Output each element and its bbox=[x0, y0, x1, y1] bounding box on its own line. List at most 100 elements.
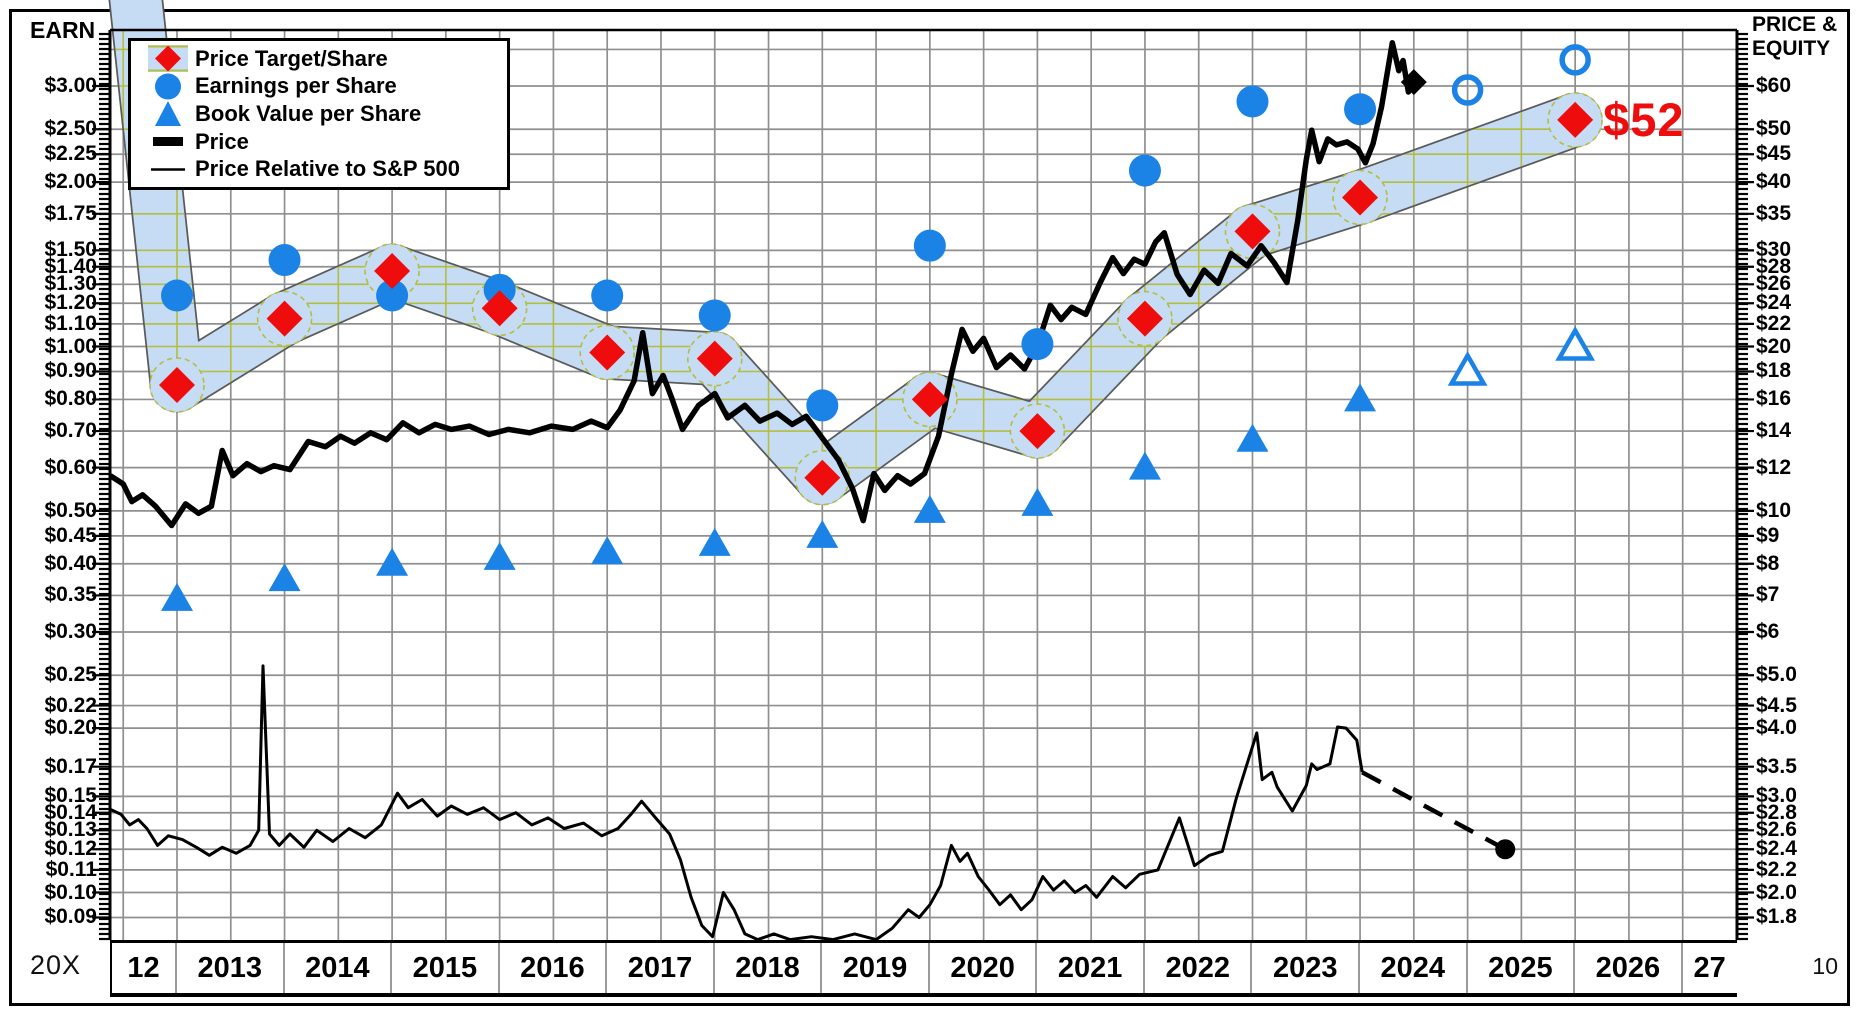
right-axis-title-line1: PRICE & bbox=[1752, 13, 1838, 36]
x-axis-year-strip: 12 2013 2014 2015 2016 2017 2018 2019 2020 2021 20… bbox=[110, 940, 1737, 997]
left-axis-tick-label: $0.17 bbox=[44, 754, 97, 778]
legend-item-label: Price Target/Share bbox=[195, 45, 388, 71]
right-axis-tick-label: $20 bbox=[1756, 334, 1792, 358]
right-axis-tick-label: $30 bbox=[1756, 238, 1792, 262]
left-axis-tick-label: $1.40 bbox=[44, 254, 97, 278]
left-axis-tick-label: $0.70 bbox=[44, 419, 97, 443]
right-axis-tick-label: $14 bbox=[1756, 419, 1792, 443]
right-axis-tick-label: $3.5 bbox=[1756, 754, 1797, 778]
thick-line-icon bbox=[145, 128, 191, 155]
right-axis-tick-label: $2.0 bbox=[1756, 880, 1797, 904]
right-axis-tick-label: $26 bbox=[1756, 272, 1792, 296]
year-cell-2025: 2025 bbox=[1468, 943, 1576, 993]
pe-multiplier-note: 20X bbox=[30, 950, 82, 980]
right-axis-tick-label: $50 bbox=[1756, 117, 1792, 141]
legend-item-label: Earnings per Share bbox=[195, 73, 397, 99]
legend-item-diamond: Price Target/Share bbox=[145, 45, 507, 73]
diamond-icon bbox=[145, 45, 191, 73]
right-axis-tick-label: $8 bbox=[1756, 551, 1780, 575]
left-axis-tick-label: $0.80 bbox=[44, 387, 97, 411]
page-number: 10 bbox=[1812, 953, 1838, 979]
right-axis-tick-label: $2.8 bbox=[1756, 800, 1797, 824]
left-axis-tick-label: $1.50 bbox=[44, 238, 97, 262]
left-axis-tick-label: $0.10 bbox=[44, 880, 97, 904]
left-axis-tick-label: $0.40 bbox=[44, 551, 97, 575]
left-axis-tick-label: $0.12 bbox=[44, 837, 97, 861]
year-cell-2017: 2017 bbox=[607, 943, 715, 993]
legend: Price Target/Share Earnings per Share Bo… bbox=[128, 38, 510, 190]
right-axis-tick-label: $12 bbox=[1756, 455, 1792, 479]
year-cell-2020: 2020 bbox=[930, 943, 1038, 993]
left-axis-tick-label: $0.60 bbox=[44, 455, 97, 479]
left-axis-tick-label: $0.50 bbox=[44, 498, 97, 522]
year-cell-2014: 2014 bbox=[285, 943, 393, 993]
right-axis-tick-label: $22 bbox=[1756, 311, 1792, 335]
left-axis-tick-label: $1.20 bbox=[44, 291, 97, 315]
legend-item-thin-line: Price Relative to S&P 500 bbox=[145, 156, 507, 183]
right-axis-tick-label: $9 bbox=[1756, 523, 1780, 547]
year-cell-2018: 2018 bbox=[715, 943, 823, 993]
right-axis-tick-label: $40 bbox=[1756, 170, 1792, 194]
left-axis-tick-label: $0.09 bbox=[44, 905, 97, 929]
left-axis-tick-label: $0.45 bbox=[44, 523, 97, 547]
year-cell-2026: 2026 bbox=[1575, 943, 1683, 993]
left-axis-tick-label: $2.25 bbox=[44, 142, 97, 166]
left-axis-tick-label: $1.10 bbox=[44, 311, 97, 335]
right-axis-tick-label: $10 bbox=[1756, 498, 1792, 522]
price-relative-end-dot bbox=[1495, 839, 1516, 860]
left-axis-tick-label: $0.25 bbox=[44, 663, 97, 687]
axis-tick-marks bbox=[92, 32, 1754, 941]
circle-icon bbox=[145, 73, 191, 100]
left-axis-tick-label: $0.30 bbox=[44, 620, 97, 643]
left-axis-tick-label: $0.11 bbox=[45, 857, 97, 881]
legend-item-circle: Earnings per Share bbox=[145, 73, 507, 100]
legend-item-label: Price bbox=[195, 128, 249, 154]
left-axis-tick-label: $3.00 bbox=[44, 74, 97, 97]
right-axis-title-line2: EQUITY bbox=[1752, 37, 1831, 60]
price-target-markers bbox=[159, 101, 1594, 496]
right-axis-tick-label: $6 bbox=[1756, 620, 1780, 643]
right-axis-tick-label: $4.0 bbox=[1756, 716, 1797, 740]
right-axis-tick-label: $28 bbox=[1756, 254, 1792, 278]
outer-border bbox=[9, 9, 1850, 1006]
right-axis-tick-label: $45 bbox=[1756, 142, 1792, 166]
left-axis-tick-labels: $3.00 $2.50 $2.25 $2.00 $1.75 $1.50 $1.40 $1.30… bbox=[0, 0, 97, 1012]
right-axis-tick-labels: $60 $50 $45 $40 $35 $30 $28 $26 $24 $22 $20 $18 $16 $… bbox=[1756, 0, 1851, 1012]
year-cell-2024: 2024 bbox=[1360, 943, 1468, 993]
right-axis-tick-label: $60 bbox=[1756, 74, 1792, 97]
legend-item-label: Price Relative to S&P 500 bbox=[195, 156, 460, 182]
year-cell-2019: 2019 bbox=[822, 943, 930, 993]
right-axis-tick-label: $2.2 bbox=[1756, 857, 1797, 881]
right-axis-tick-label: $16 bbox=[1756, 387, 1792, 411]
legend-item-triangle: Book Value per Share bbox=[145, 100, 507, 127]
right-axis-tick-label: $1.8 bbox=[1756, 905, 1797, 929]
left-axis-tick-label: $1.75 bbox=[44, 201, 97, 225]
left-axis-title: EARN bbox=[30, 17, 102, 44]
right-axis-tick-label: $35 bbox=[1756, 201, 1792, 225]
right-axis-tick-label: $2.6 bbox=[1756, 818, 1797, 842]
price-end-diamond bbox=[1400, 69, 1427, 96]
right-axis-tick-label: $18 bbox=[1756, 359, 1792, 383]
eps-markers bbox=[161, 44, 1591, 422]
right-axis-tick-label: $4.5 bbox=[1756, 693, 1797, 717]
left-axis-tick-label: $0.22 bbox=[44, 693, 97, 717]
price-relative-line bbox=[109, 664, 1364, 942]
year-cell-27: 27 bbox=[1693, 951, 1726, 984]
book-value-markers bbox=[161, 325, 1596, 611]
legend-item-thick-line: Price bbox=[145, 128, 507, 155]
left-axis-tick-label: $1.30 bbox=[44, 272, 97, 296]
price-target-annotation: $52 bbox=[1603, 92, 1685, 146]
left-axis-tick-label: $1.00 bbox=[44, 334, 97, 358]
right-axis-tick-label: $3.0 bbox=[1756, 784, 1797, 808]
thin-line-icon bbox=[145, 156, 191, 183]
left-axis-tick-label: $0.13 bbox=[44, 818, 97, 842]
triangle-icon bbox=[145, 100, 191, 127]
left-axis-tick-label: $0.20 bbox=[44, 716, 97, 740]
right-axis-tick-label: $5.0 bbox=[1756, 663, 1797, 687]
right-axis-title: PRICE & EQUITY bbox=[1752, 13, 1837, 61]
year-cell-2016: 2016 bbox=[500, 943, 608, 993]
left-axis-tick-label: $2.00 bbox=[44, 170, 97, 194]
left-axis-tick-label: $0.14 bbox=[44, 800, 97, 824]
year-cell-2023: 2023 bbox=[1252, 943, 1361, 993]
